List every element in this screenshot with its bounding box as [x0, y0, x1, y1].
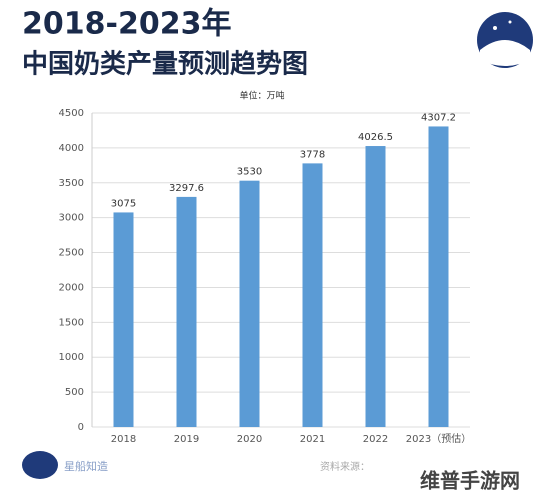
- bar: [428, 126, 449, 427]
- value-label: 3075: [111, 198, 136, 209]
- x-tick-label: 2018: [111, 434, 136, 445]
- y-tick-label: 4000: [59, 143, 84, 154]
- x-tick-label: 2020: [237, 434, 262, 445]
- bar: [302, 163, 323, 427]
- chart-title: 2018-2023年: [22, 7, 231, 42]
- bar: [365, 146, 386, 427]
- y-tick-label: 1000: [59, 352, 84, 363]
- logo: [477, 12, 533, 68]
- bar: [176, 196, 197, 427]
- source: 资料来源：: [320, 460, 370, 473]
- y-tick-label: 0: [78, 422, 84, 433]
- value-label: 4307.2: [421, 112, 456, 123]
- y-tick-label: 500: [65, 387, 84, 398]
- unit-label: 单位：万吨: [239, 90, 284, 102]
- y-tick-label: 2500: [59, 248, 84, 259]
- x-tick-label: 2023（预估）: [406, 432, 471, 445]
- value-label: 3297.6: [169, 183, 204, 194]
- bar: [239, 180, 260, 427]
- footer: 星船知造 资料来源： 维普手游网: [22, 451, 520, 493]
- chart-subtitle: 中国奶类产量预测趋势图: [22, 49, 308, 80]
- y-tick-label: 3000: [59, 213, 84, 224]
- y-tick-label: 4500: [59, 108, 84, 119]
- x-tick-label: 2022: [363, 434, 388, 445]
- watermark: 维普手游网: [420, 469, 520, 493]
- brand: 星船知造: [64, 459, 108, 473]
- value-label: 4026.5: [358, 132, 393, 143]
- bar: [113, 212, 134, 427]
- y-tick-label: 2000: [59, 282, 84, 293]
- value-label: 3778: [300, 149, 325, 160]
- x-tick-label: 2021: [300, 434, 325, 445]
- value-label: 3530: [237, 167, 262, 178]
- y-tick-label: 1500: [59, 317, 84, 328]
- x-tick-label: 2019: [174, 434, 199, 445]
- y-tick-label: 3500: [59, 178, 84, 189]
